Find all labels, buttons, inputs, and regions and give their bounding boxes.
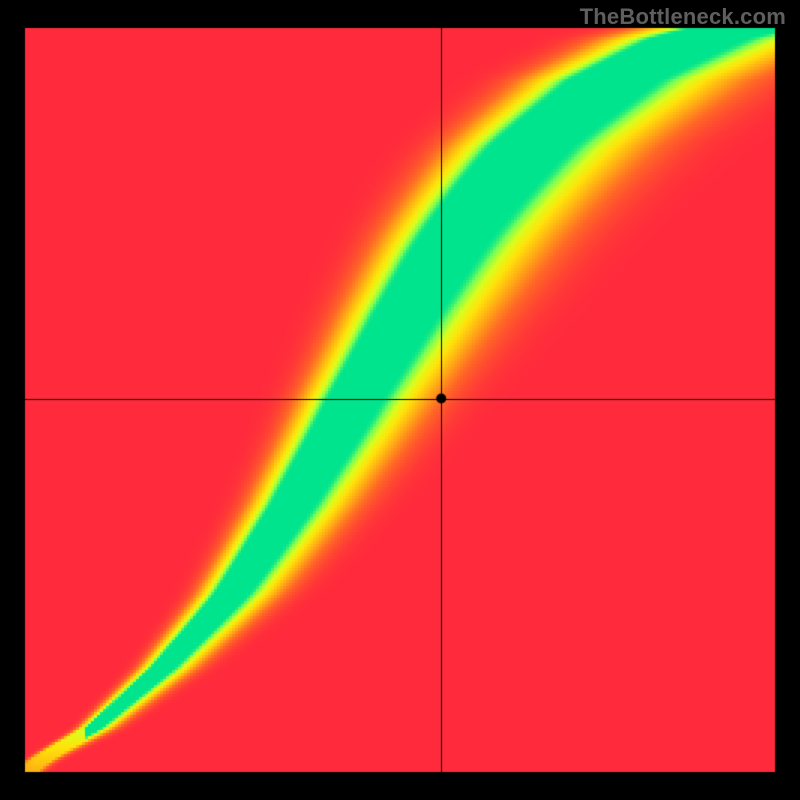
bottleneck-heatmap xyxy=(0,0,800,800)
watermark-label: TheBottleneck.com xyxy=(580,4,786,30)
chart-container: { "meta": { "watermark_text": "TheBottle… xyxy=(0,0,800,800)
